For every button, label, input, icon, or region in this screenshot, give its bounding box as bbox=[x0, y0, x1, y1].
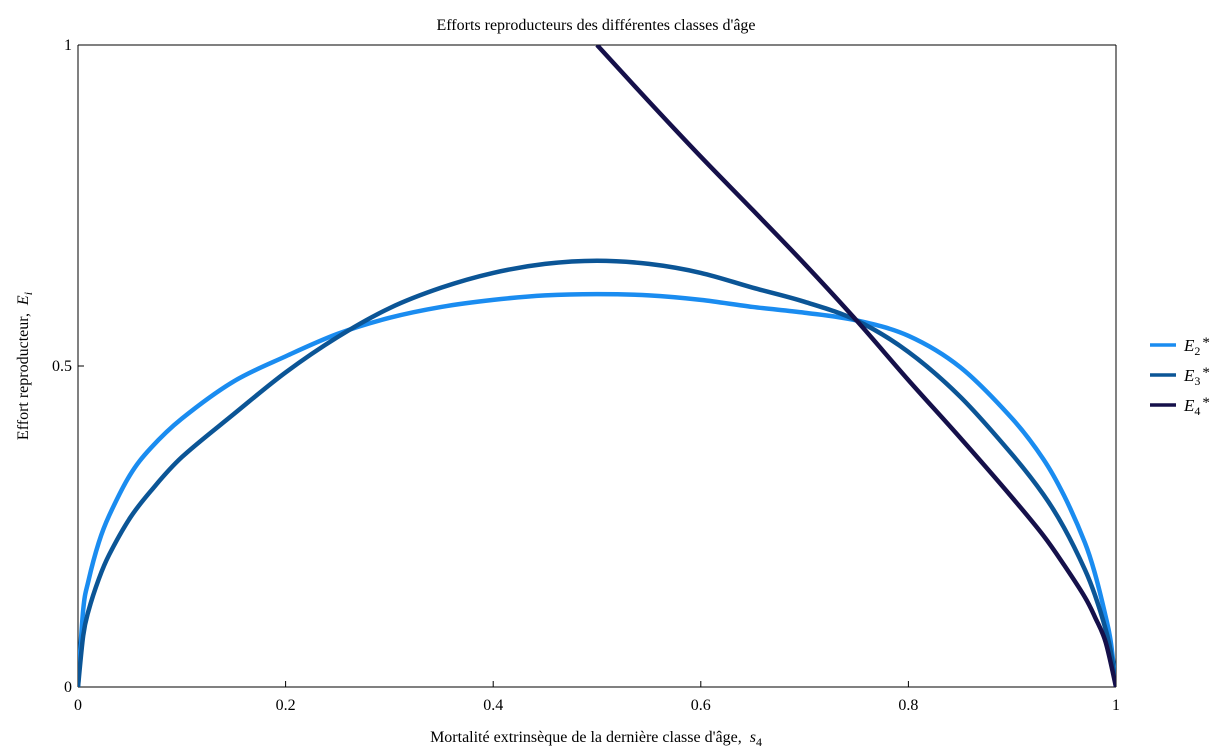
y-tick-label: 1 bbox=[64, 37, 72, 54]
legend-label-sup: * bbox=[1202, 395, 1210, 411]
x-tick-label: 0.6 bbox=[691, 697, 711, 714]
x-axis-label-text: Mortalité extrinsèque de la dernière cla… bbox=[430, 729, 742, 746]
x-axis-label-var: s bbox=[750, 729, 756, 746]
y-ticks: 00.51 bbox=[52, 37, 84, 696]
x-tick-label: 0.2 bbox=[276, 697, 296, 714]
x-tick-label: 1 bbox=[1112, 697, 1120, 714]
series-line-e2 bbox=[78, 291, 1116, 687]
y-axis-label-var: E bbox=[15, 295, 32, 306]
y-axis-label: Effort reproducteur, Ei bbox=[15, 292, 35, 440]
series-line-e3 bbox=[78, 258, 1116, 687]
legend-label-sub: 3 bbox=[1194, 374, 1200, 388]
legend-label-var: E bbox=[1183, 366, 1195, 385]
series-layer bbox=[78, 45, 1116, 687]
y-tick-label: 0.5 bbox=[52, 358, 72, 375]
x-tick-label: 0.8 bbox=[898, 697, 918, 714]
x-tick-label: 0 bbox=[74, 697, 82, 714]
legend-label-sub: 2 bbox=[1194, 344, 1200, 358]
x-axis-label-sub: 4 bbox=[756, 735, 762, 749]
legend-label: E4 * bbox=[1183, 395, 1210, 418]
y-axis-label-sub: i bbox=[21, 292, 35, 295]
x-tick-label: 0.4 bbox=[483, 697, 503, 714]
legend-label: E2 * bbox=[1183, 335, 1210, 358]
x-ticks: 0 0.2 0.4 0.6 0.8 1 bbox=[74, 681, 1120, 714]
x-axis-label: Mortalité extrinsèque de la dernière cla… bbox=[430, 729, 762, 749]
legend: E2 *E3 *E4 * bbox=[1150, 335, 1210, 418]
legend-label-var: E bbox=[1183, 336, 1195, 355]
y-tick-label: 0 bbox=[64, 679, 72, 696]
y-axis-label-text: Effort reproducteur, bbox=[15, 313, 32, 440]
legend-label-sup: * bbox=[1202, 365, 1210, 381]
legend-label-sup: * bbox=[1202, 335, 1210, 351]
legend-label-var: E bbox=[1183, 396, 1195, 415]
legend-label-sub: 4 bbox=[1194, 404, 1200, 418]
legend-label: E3 * bbox=[1183, 365, 1210, 388]
series-line-e4 bbox=[595, 45, 1116, 687]
chart-title: Efforts reproducteurs des différentes cl… bbox=[436, 17, 755, 34]
